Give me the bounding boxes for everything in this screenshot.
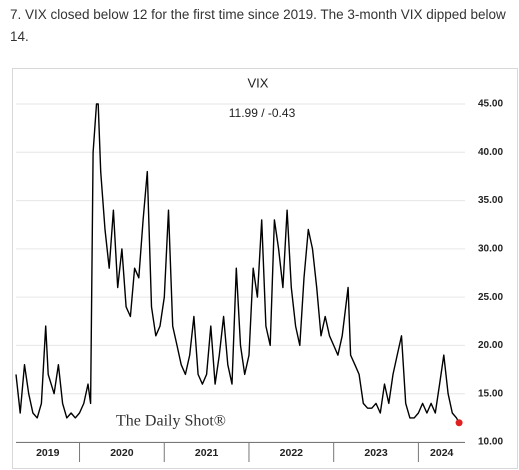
y-tick-label: 25.00: [478, 292, 503, 303]
y-tick-label: 20.00: [478, 340, 503, 351]
last-point: [455, 419, 463, 427]
y-tick-label: 35.00: [478, 195, 503, 206]
x-tick-label: 2020: [110, 447, 134, 459]
caption: 7. VIX closed below 12 for the first tim…: [10, 7, 506, 44]
x-tick-label: 2019: [36, 447, 60, 459]
y-tick-label: 30.00: [478, 243, 503, 254]
watermark: The Daily Shot®: [116, 413, 226, 430]
x-tick-label: 2023: [364, 447, 388, 459]
chart-title: VIX: [248, 75, 269, 90]
y-tick-label: 10.00: [478, 437, 503, 448]
line: [15, 103, 460, 424]
y-tick-label: 45.00: [478, 99, 503, 110]
y-tick-label: 40.00: [478, 147, 503, 158]
chart-subtitle: 11.99 / -0.43: [229, 106, 296, 120]
x-tick-label: 2024: [430, 447, 454, 459]
y-tick-label: 15.00: [478, 388, 503, 399]
x-tick-label: 2021: [195, 447, 219, 459]
x-tick-label: 2022: [280, 447, 304, 459]
chart-frame: [12, 68, 518, 469]
